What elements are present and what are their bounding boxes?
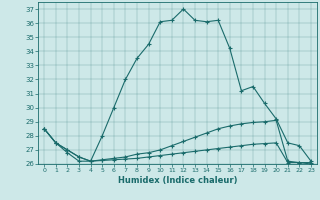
X-axis label: Humidex (Indice chaleur): Humidex (Indice chaleur): [118, 176, 237, 185]
